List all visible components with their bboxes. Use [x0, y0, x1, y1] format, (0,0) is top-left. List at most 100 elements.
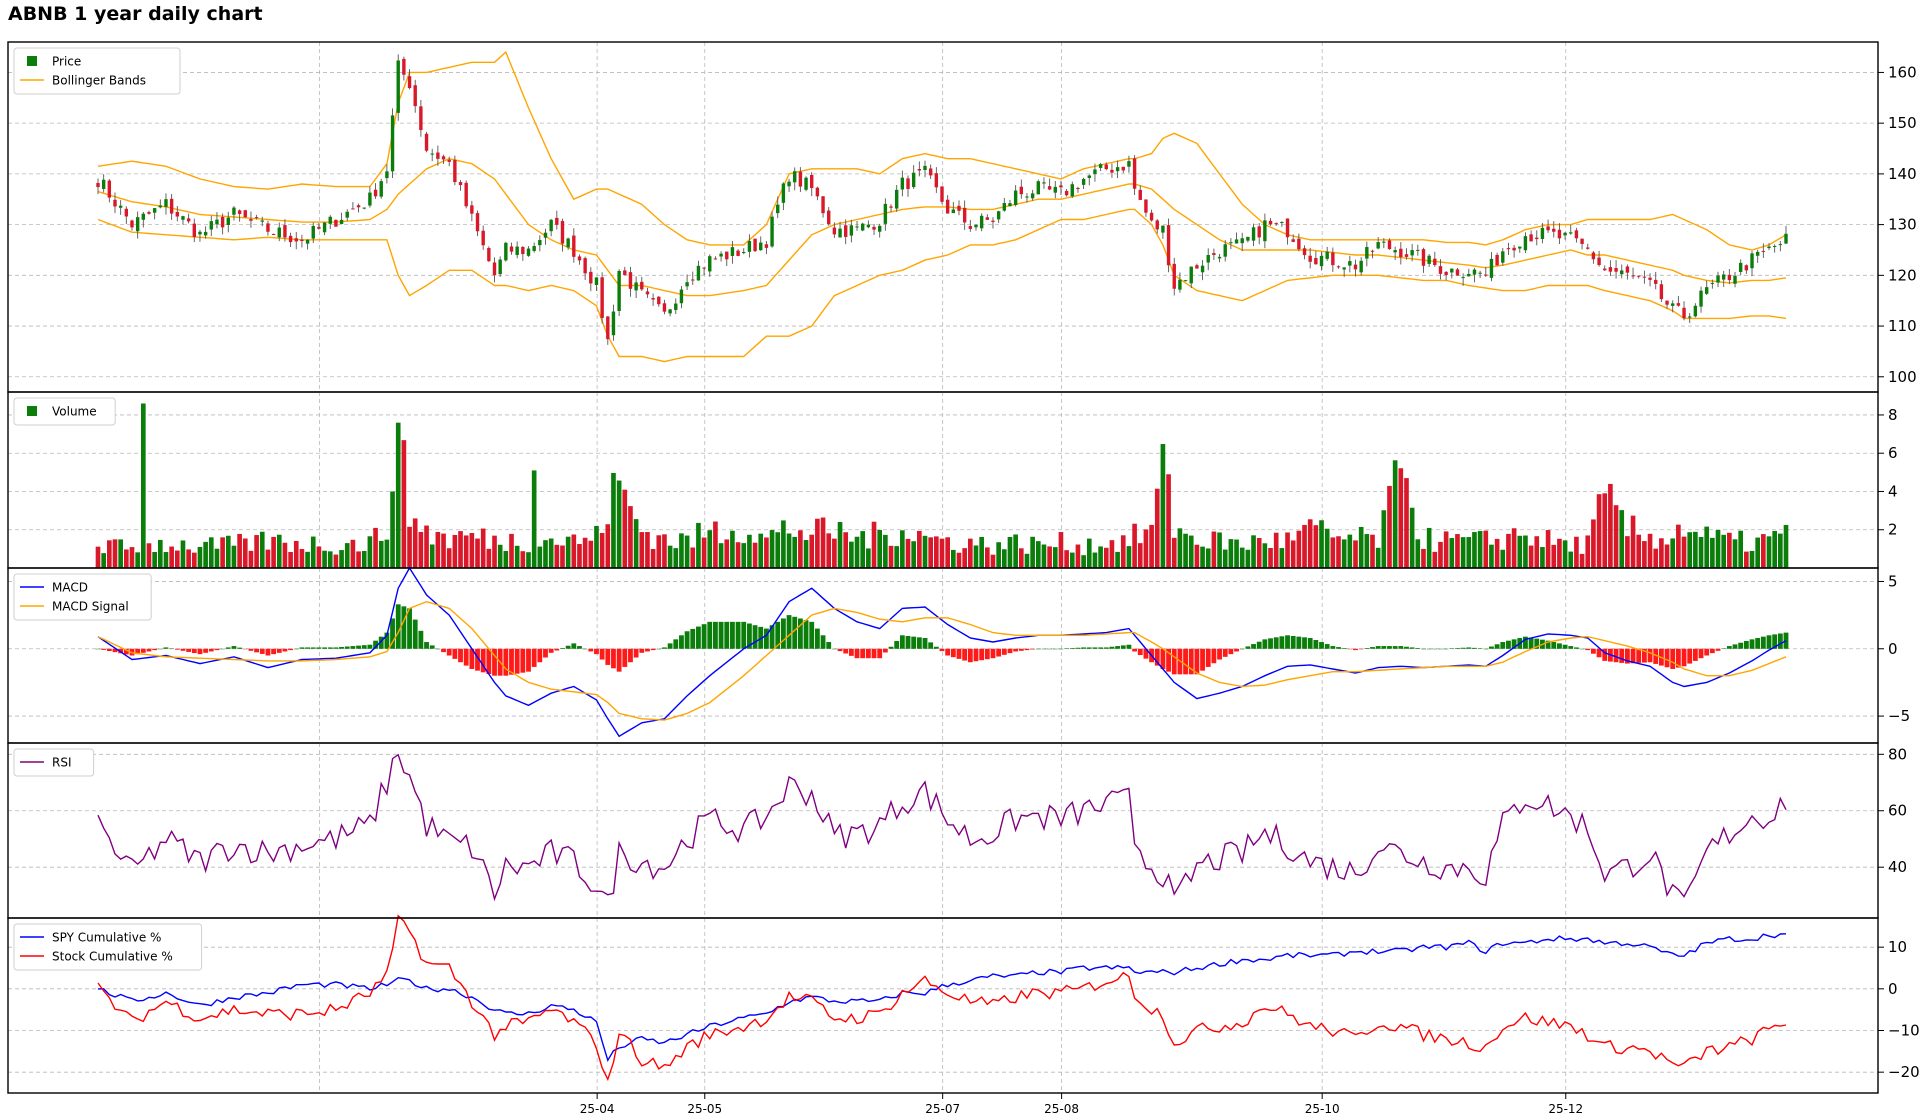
volume-bar	[95, 546, 101, 568]
candle-body	[300, 239, 304, 241]
volume-bar	[611, 472, 616, 568]
macd-histogram-bar	[1619, 648, 1625, 663]
volume-bar	[293, 540, 299, 568]
macd-histogram-bar	[1211, 648, 1217, 664]
macd-histogram-bar	[803, 620, 809, 649]
volume-bar	[327, 551, 333, 568]
volume-bar	[815, 518, 820, 568]
candle-body	[1331, 252, 1335, 266]
macd-histogram-bar	[1353, 648, 1358, 651]
volume-bar	[112, 539, 118, 568]
macd-histogram-bar	[1307, 638, 1313, 649]
macd-histogram-bar	[356, 645, 361, 649]
volume-bar	[633, 519, 639, 568]
candle-body	[555, 217, 559, 225]
macd-histogram-bar	[1103, 647, 1109, 649]
volume-bar	[1772, 530, 1777, 568]
candle-body	[226, 217, 230, 225]
macd-histogram-bar	[1494, 644, 1500, 649]
candle-body	[492, 262, 497, 276]
volume-bar	[1268, 548, 1273, 568]
candle-body	[118, 205, 123, 208]
volume-bar	[412, 518, 418, 568]
volume-bar	[1404, 478, 1409, 568]
candle-body	[385, 171, 389, 179]
volume-bar	[866, 548, 871, 568]
macd-histogram-bar	[333, 647, 339, 649]
macd-histogram-bar	[894, 641, 900, 649]
candle-body	[1637, 275, 1641, 277]
volume-bar	[208, 537, 214, 568]
y-tick-label: 120	[1888, 266, 1917, 284]
macd-histogram-bar	[1290, 635, 1296, 649]
volume-bar	[1205, 548, 1211, 568]
macd-histogram-bar	[1670, 648, 1676, 669]
y-tick-label: 40	[1888, 858, 1907, 876]
candle-body	[1325, 251, 1329, 259]
macd-histogram-bar	[713, 621, 718, 649]
volume-bar	[1115, 551, 1120, 568]
candle-body	[1721, 274, 1726, 280]
candle-body	[1246, 236, 1250, 241]
macd-histogram-bar	[152, 648, 158, 651]
volume-bar	[769, 530, 775, 568]
macd-histogram-bar	[1466, 647, 1472, 649]
macd-histogram-bar	[616, 648, 622, 672]
candle-body	[1699, 290, 1703, 307]
candle-body	[974, 224, 978, 228]
candle-body	[787, 181, 791, 187]
volume-bar	[1154, 488, 1160, 568]
macd-histogram-bar	[939, 648, 945, 652]
volume-bar	[1596, 494, 1602, 568]
candle-body	[860, 223, 865, 231]
macd-histogram-bar	[1035, 648, 1041, 650]
candle-body	[1240, 238, 1244, 244]
macd-histogram-bar	[412, 619, 418, 649]
volume-bar	[1738, 530, 1744, 568]
candle-body	[1087, 175, 1091, 178]
volume-bar	[174, 550, 180, 568]
candle-body	[1755, 251, 1760, 256]
macd-histogram-bar	[752, 625, 758, 649]
candle-body	[1064, 190, 1069, 196]
macd-histogram-bar	[882, 648, 888, 653]
candle-body	[147, 212, 151, 214]
candle-body	[1393, 250, 1397, 253]
macd-histogram-bar	[424, 642, 429, 649]
candle-body	[368, 192, 372, 206]
candle-body	[1784, 233, 1788, 244]
macd-histogram-bar	[1675, 648, 1681, 668]
macd-histogram-bar	[322, 647, 327, 649]
candle-body	[498, 259, 502, 275]
volume-bar	[543, 540, 548, 568]
candle-body	[628, 272, 633, 289]
volume-bar	[169, 546, 174, 568]
macd-histogram-bar	[1262, 639, 1268, 649]
volume-bar	[1693, 531, 1698, 568]
macd-histogram-bar	[831, 648, 837, 650]
macd-histogram-bar	[1500, 642, 1506, 649]
candle-body	[1263, 220, 1267, 242]
macd-histogram-bar	[633, 648, 639, 658]
macd-histogram-bar	[299, 647, 305, 649]
candle-body	[1410, 250, 1414, 256]
legend-label: Price	[52, 55, 81, 69]
volume-bar	[1018, 548, 1024, 568]
volume-bar	[401, 440, 407, 568]
volume-bar	[1330, 537, 1336, 568]
macd-histogram-bar	[554, 648, 560, 651]
macd-histogram-bar	[1443, 648, 1449, 650]
macd-histogram-bar	[475, 648, 480, 671]
macd-histogram-bar	[984, 648, 990, 660]
macd-histogram-bar	[950, 648, 956, 658]
volume-bar	[152, 551, 157, 568]
volume-bar	[1143, 529, 1149, 568]
legend-box	[13, 923, 203, 971]
volume-bar	[299, 549, 305, 568]
volume-bar	[939, 538, 945, 568]
candle-body	[1019, 186, 1024, 195]
volume-bar	[1562, 540, 1568, 568]
macd-histogram-bar	[1143, 648, 1149, 659]
macd-histogram-bar	[860, 648, 866, 659]
volume-bar	[820, 517, 826, 568]
